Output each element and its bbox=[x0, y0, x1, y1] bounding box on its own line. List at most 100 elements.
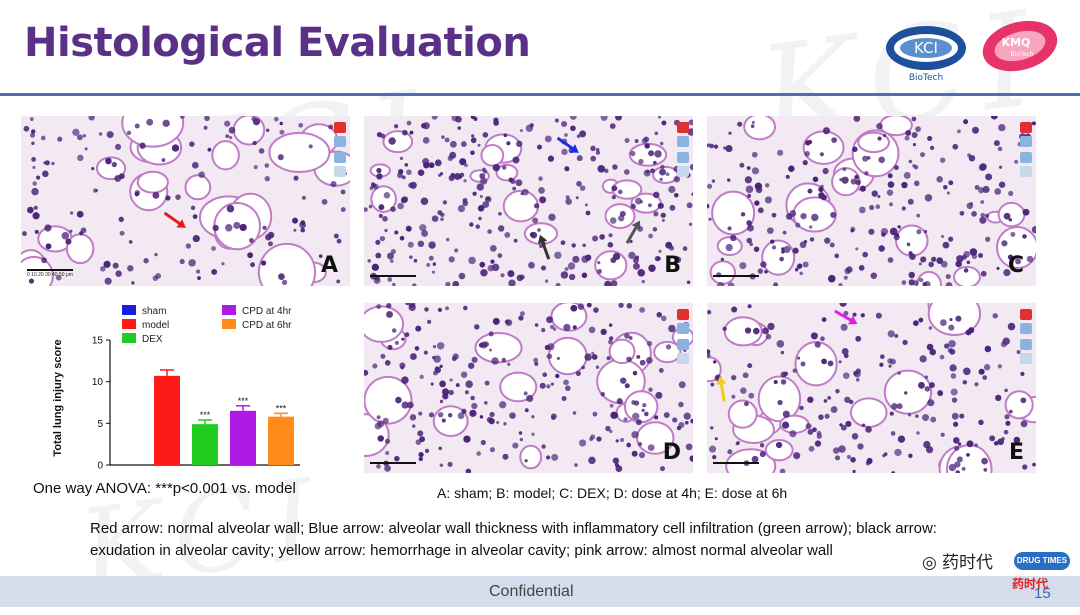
alveolar-space bbox=[364, 305, 405, 343]
cell-nucleus bbox=[739, 262, 747, 270]
cell-nucleus bbox=[531, 415, 535, 419]
legend-label: CPD at 4hr bbox=[242, 306, 292, 317]
alveolar-space bbox=[709, 260, 736, 285]
cell-nucleus bbox=[599, 234, 605, 240]
cell-nucleus bbox=[226, 204, 235, 213]
cell-nucleus bbox=[454, 248, 459, 253]
cell-nucleus bbox=[392, 282, 396, 286]
cell-nucleus bbox=[870, 272, 878, 279]
cell-nucleus bbox=[871, 190, 878, 197]
cell-nucleus bbox=[292, 217, 299, 224]
cell-nucleus bbox=[57, 136, 63, 142]
cell-nucleus bbox=[564, 267, 569, 271]
cell-nucleus bbox=[449, 151, 457, 159]
cell-nucleus bbox=[585, 210, 591, 216]
cell-nucleus bbox=[648, 264, 656, 272]
cell-nucleus bbox=[843, 353, 849, 359]
cell-nucleus bbox=[27, 206, 34, 214]
cell-nucleus bbox=[536, 144, 542, 150]
cell-nucleus bbox=[192, 214, 198, 219]
cell-nucleus bbox=[940, 432, 945, 437]
cell-nucleus bbox=[434, 159, 442, 167]
cell-nucleus bbox=[436, 342, 445, 350]
cell-nucleus bbox=[688, 222, 693, 226]
cell-nucleus bbox=[534, 361, 539, 366]
alveolar-space bbox=[65, 233, 95, 265]
cell-nucleus bbox=[781, 249, 785, 254]
cell-nucleus bbox=[228, 126, 236, 134]
cell-nucleus bbox=[537, 228, 541, 232]
cell-nucleus bbox=[600, 116, 608, 121]
cell-nucleus bbox=[476, 183, 484, 191]
cell-nucleus bbox=[233, 221, 241, 229]
cell-nucleus bbox=[207, 147, 212, 152]
cell-nucleus bbox=[827, 360, 834, 367]
cell-nucleus bbox=[880, 354, 885, 359]
cell-nucleus bbox=[127, 265, 134, 272]
alveolar-space bbox=[21, 255, 54, 286]
cell-nucleus bbox=[912, 164, 916, 168]
cell-nucleus bbox=[190, 205, 196, 211]
cell-nucleus bbox=[727, 282, 735, 286]
cell-nucleus bbox=[747, 304, 752, 309]
cell-nucleus bbox=[55, 274, 62, 281]
cell-nucleus bbox=[161, 158, 166, 162]
cell-nucleus bbox=[447, 413, 453, 418]
cell-nucleus bbox=[905, 129, 912, 136]
cell-nucleus bbox=[585, 254, 592, 261]
cell-nucleus bbox=[584, 203, 588, 207]
cell-nucleus bbox=[956, 255, 964, 263]
cell-nucleus bbox=[771, 245, 777, 250]
cell-nucleus bbox=[493, 117, 499, 123]
kci-logo-sub: BioTech bbox=[909, 73, 943, 83]
cell-nucleus bbox=[488, 417, 495, 425]
cell-nucleus bbox=[875, 312, 882, 319]
cell-nucleus bbox=[134, 189, 141, 196]
panel-label: B bbox=[664, 253, 681, 278]
cell-nucleus bbox=[480, 268, 488, 277]
cell-nucleus bbox=[959, 211, 965, 216]
cell-nucleus bbox=[669, 204, 676, 211]
cell-nucleus bbox=[783, 371, 789, 377]
cell-nucleus bbox=[804, 150, 810, 157]
cell-nucleus bbox=[459, 158, 467, 166]
cell-nucleus bbox=[378, 204, 385, 211]
cell-nucleus bbox=[546, 455, 551, 460]
cell-nucleus bbox=[728, 131, 732, 135]
cell-nucleus bbox=[906, 242, 911, 247]
cell-nucleus bbox=[920, 152, 925, 158]
cell-nucleus bbox=[479, 173, 486, 179]
cell-nucleus bbox=[759, 451, 766, 458]
cell-nucleus bbox=[492, 164, 501, 172]
cell-nucleus bbox=[515, 179, 523, 187]
cell-nucleus bbox=[185, 243, 192, 249]
panel-captions: A: sham; B: model; C: DEX; D: dose at 4h… bbox=[437, 485, 788, 501]
cell-nucleus bbox=[878, 156, 885, 164]
cell-nucleus bbox=[623, 169, 630, 175]
cell-nucleus bbox=[993, 441, 999, 446]
cell-nucleus bbox=[624, 383, 630, 389]
cell-nucleus bbox=[377, 435, 384, 442]
cell-nucleus bbox=[912, 143, 916, 147]
cell-nucleus bbox=[665, 344, 672, 350]
wechat-watermark: ◎ 药时代 bbox=[920, 548, 995, 573]
cell-nucleus bbox=[794, 268, 799, 272]
cell-nucleus bbox=[520, 311, 525, 317]
cell-nucleus bbox=[618, 303, 624, 308]
cell-nucleus bbox=[909, 253, 916, 260]
cell-nucleus bbox=[940, 260, 948, 268]
cell-nucleus bbox=[399, 156, 404, 160]
legend-label: CPD at 6hr bbox=[242, 320, 292, 331]
cell-nucleus bbox=[919, 355, 927, 363]
cell-nucleus bbox=[690, 418, 693, 424]
cell-nucleus bbox=[44, 224, 52, 232]
cell-nucleus bbox=[775, 441, 783, 449]
cell-nucleus bbox=[943, 185, 948, 190]
cell-nucleus bbox=[421, 123, 427, 129]
cell-nucleus bbox=[802, 261, 809, 268]
cell-nucleus bbox=[318, 254, 323, 258]
alveolar-space bbox=[95, 156, 127, 181]
cell-nucleus bbox=[887, 173, 893, 179]
cell-nucleus bbox=[468, 362, 475, 369]
cell-nucleus bbox=[720, 257, 724, 262]
